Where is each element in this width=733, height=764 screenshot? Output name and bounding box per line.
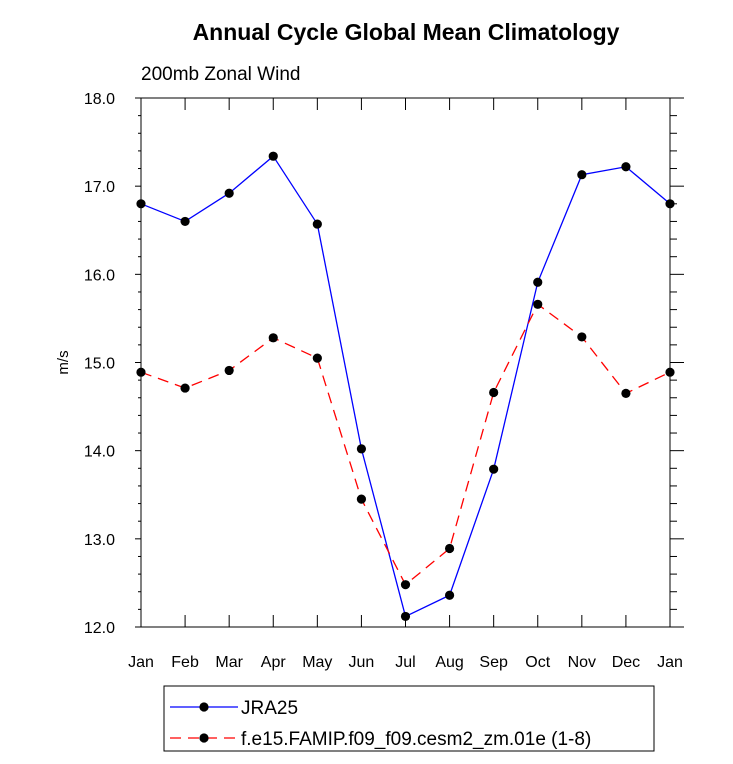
x-tick-labels: Jan Feb Mar Apr May Jun Jul Aug Sep Oct Nov Dec Jan (128, 654, 683, 671)
data-point (268, 151, 278, 161)
x-tick-label: Apr (261, 654, 287, 671)
y-tick-label: 18.0 (84, 91, 115, 108)
data-point (224, 365, 234, 376)
data-point (577, 332, 587, 342)
data-point (136, 367, 146, 377)
data-point (621, 388, 631, 398)
chart-title: Annual Cycle Global Mean Climatology (193, 19, 620, 45)
data-point (400, 611, 411, 622)
y-tick-label: 17.0 (84, 179, 115, 196)
chart-subtitle: 200mb Zonal Wind (141, 64, 300, 85)
data-point (224, 188, 234, 198)
data-point (577, 170, 587, 180)
x-tick-label: Sep (479, 654, 508, 671)
y-axis-label: m/s (55, 350, 72, 374)
data-point (621, 162, 631, 172)
data-point (356, 444, 367, 454)
data-point (356, 494, 367, 504)
legend: JRA25 f.e15.FAMIP.f09_f09.cesm2_zm.01e (1… (163, 685, 655, 752)
x-tick-label: May (302, 654, 332, 671)
legend-marker (199, 733, 209, 743)
x-tick-label: Feb (171, 654, 199, 671)
x-tick-label: Oct (525, 654, 550, 671)
legend-box (163, 685, 655, 752)
x-tick-label: Jan (128, 654, 154, 671)
data-point (665, 367, 675, 377)
legend-marker (199, 702, 209, 712)
data-point (268, 333, 278, 343)
data-point (180, 383, 190, 393)
data-point (489, 387, 499, 398)
x-tick-label: Nov (568, 654, 596, 671)
data-point (533, 277, 543, 287)
y-tick-labels: 12.0 13.0 14.0 15.0 16.0 17.0 18.0 (84, 91, 115, 637)
y-tick-label: 13.0 (84, 532, 115, 549)
legend-label: JRA25 (241, 698, 298, 719)
series-line-1 (140, 155, 671, 618)
series-line-2 (140, 303, 671, 586)
data-point (533, 299, 543, 309)
data-point (136, 199, 146, 209)
y-tick-label: 14.0 (84, 444, 115, 461)
data-point (444, 590, 455, 600)
plot-area-frame (140, 97, 671, 628)
x-tick-label: Aug (435, 654, 463, 671)
data-point (665, 199, 675, 209)
data-point (312, 219, 322, 229)
x-tick-label: Jun (349, 654, 375, 671)
x-tick-label: Dec (612, 654, 640, 671)
data-point (180, 216, 190, 227)
x-tick-label: Mar (215, 654, 243, 671)
data-series (136, 151, 675, 622)
data-point (312, 353, 322, 363)
data-point (444, 543, 455, 554)
x-tick-label: Jul (395, 654, 415, 671)
y-tick-label: 15.0 (84, 356, 115, 373)
x-tick-label: Jan (657, 654, 683, 671)
legend-label: f.e15.FAMIP.f09_f09.cesm2_zm.01e (1-8) (241, 729, 591, 750)
data-point (400, 580, 411, 590)
y-tick-label: 16.0 (84, 267, 115, 284)
data-point (489, 464, 499, 474)
y-tick-label: 12.0 (84, 620, 115, 637)
